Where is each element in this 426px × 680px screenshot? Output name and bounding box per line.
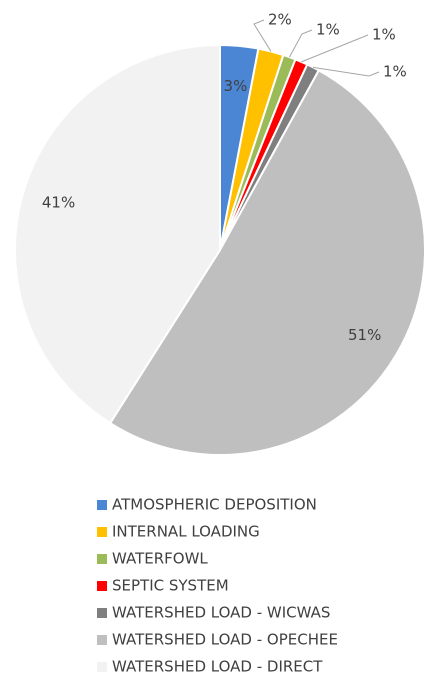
data-label: 2% [268, 11, 292, 29]
legend-label: SEPTIC SYSTEM [112, 577, 229, 595]
legend-swatch [97, 500, 107, 510]
legend-label: WATERSHED LOAD - WICWAS [112, 604, 330, 622]
legend-swatch [97, 581, 107, 591]
legend-label: WATERSHED LOAD - OPECHEE [112, 631, 338, 649]
legend-swatch [97, 662, 107, 672]
data-label: 1% [383, 63, 407, 81]
pie-slice [108, 68, 426, 457]
legend-swatch [97, 635, 107, 645]
data-label: 51% [348, 326, 381, 344]
leader-line [289, 29, 313, 58]
legend-swatch [97, 554, 107, 564]
leader-line [312, 66, 380, 77]
legend-label: WATERFOWL [112, 550, 208, 568]
legend-swatch [97, 608, 107, 618]
legend-swatch [97, 527, 107, 537]
data-label: 41% [42, 194, 75, 212]
legend-label: ATMOSPHERIC DEPOSITION [112, 496, 317, 514]
leader-line [253, 19, 272, 52]
data-label: 3% [224, 77, 248, 95]
leader-line [301, 34, 369, 63]
pie-slice [14, 43, 221, 425]
legend-label: INTERNAL LOADING [112, 523, 260, 541]
data-label: 1% [372, 26, 396, 44]
data-label: 1% [316, 21, 340, 39]
legend-label: WATERSHED LOAD - DIRECT [112, 658, 323, 676]
